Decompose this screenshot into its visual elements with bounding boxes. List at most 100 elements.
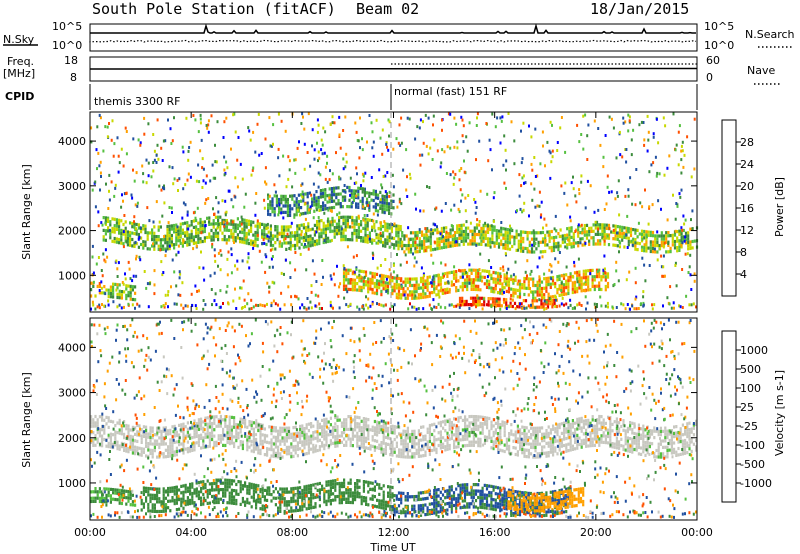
heatmap-cell (463, 299, 466, 304)
heatmap-cell (213, 248, 216, 252)
heatmap-cell (480, 230, 483, 234)
heatmap-cell (522, 299, 525, 303)
heatmap-cell (191, 442, 194, 446)
heatmap-cell (228, 428, 231, 432)
heatmap-cell (416, 243, 419, 247)
heatmap-cell (348, 198, 351, 202)
heatmap-cell (182, 187, 185, 191)
heatmap-cell (96, 421, 99, 425)
heatmap-cell (98, 427, 101, 432)
heatmap-cell (125, 152, 128, 156)
heatmap-cell (485, 279, 489, 283)
heatmap-cell (538, 305, 541, 309)
heatmap-cell (155, 161, 158, 164)
heatmap-cell (577, 228, 580, 232)
heatmap-cell (346, 225, 349, 229)
heatmap-cell (412, 237, 415, 241)
heatmap-cell (660, 254, 663, 258)
heatmap-cell (254, 237, 257, 241)
heatmap-cell (120, 293, 123, 297)
station-title: South Pole Station (fitACF) (92, 0, 336, 18)
heatmap-cell (545, 286, 548, 290)
heatmap-cell (120, 296, 123, 300)
heatmap-cell (401, 234, 404, 238)
heatmap-cell (298, 236, 301, 240)
heatmap-cell (131, 445, 134, 449)
heatmap-cell (479, 278, 482, 282)
heatmap-cell (442, 436, 445, 440)
heatmap-cell (656, 258, 659, 262)
heatmap-cell (392, 193, 395, 197)
heatmap-cell (649, 240, 652, 244)
heatmap-cell (398, 451, 401, 455)
heatmap-cell (325, 440, 328, 444)
heatmap-cell (212, 235, 215, 239)
heatmap-cell (273, 194, 276, 198)
heatmap-cell (157, 235, 160, 239)
heatmap-cell (305, 432, 308, 436)
heatmap-cell (366, 240, 369, 244)
heatmap-cell (461, 299, 464, 304)
heatmap-cell (289, 225, 292, 229)
heatmap-cell (344, 215, 347, 219)
heatmap-cell (437, 421, 440, 425)
heatmap-cell (94, 294, 97, 298)
heatmap-cell (191, 304, 194, 307)
heatmap-cell (145, 425, 148, 429)
heatmap-cell (296, 208, 299, 212)
heatmap-cell (418, 246, 421, 250)
heatmap-cell (338, 228, 341, 232)
heatmap-cell (215, 196, 218, 200)
heatmap-cell (391, 304, 394, 308)
freq-right-tick-bottom: 0 (706, 71, 713, 84)
heatmap-cell (572, 235, 575, 239)
heatmap-cell (334, 415, 337, 420)
heatmap-cell (490, 266, 493, 269)
heatmap-cell (140, 453, 143, 457)
heatmap-cell (211, 242, 214, 246)
heatmap-cell (222, 302, 224, 305)
heatmap-cell (263, 304, 266, 308)
heatmap-cell (453, 417, 456, 421)
heatmap-cell (440, 246, 443, 250)
heatmap-cell (207, 130, 210, 134)
heatmap-cell (545, 306, 548, 310)
heatmap-cell (431, 278, 434, 282)
heatmap-cell (283, 449, 286, 453)
heatmap-cell (301, 430, 304, 434)
heatmap-cell (266, 434, 269, 438)
heatmap-cell (353, 228, 356, 232)
heatmap-cell (560, 184, 563, 188)
heatmap-cell (478, 296, 481, 300)
heatmap-cell (560, 283, 563, 287)
heatmap-cell (541, 230, 545, 235)
heatmap-cell (600, 304, 603, 308)
heatmap-cell (476, 294, 479, 298)
heatmap-cell (133, 215, 136, 219)
heatmap-cell (212, 238, 215, 242)
heatmap-cell (558, 274, 561, 278)
heatmap-cell (336, 444, 339, 448)
heatmap-cell (536, 204, 539, 208)
heatmap-cell (385, 195, 388, 199)
heatmap-cell (406, 175, 408, 179)
heatmap-cell (308, 208, 311, 212)
heatmap-cell (251, 168, 254, 172)
heatmap-cell (220, 253, 223, 257)
heatmap-cell (258, 249, 261, 253)
heatmap-cell (294, 247, 297, 251)
heatmap-cell (651, 203, 654, 207)
heatmap-cell (455, 276, 458, 280)
heatmap-cell (252, 443, 255, 447)
heatmap-cell (433, 445, 436, 449)
heatmap-cell (109, 439, 112, 443)
heatmap-cell (241, 237, 244, 241)
heatmap-cell (481, 307, 484, 311)
heatmap-cell (492, 286, 495, 291)
heatmap-cell (197, 240, 200, 244)
heatmap-cell (545, 223, 548, 227)
heatmap-cell (320, 138, 323, 142)
heatmap-cell (546, 243, 549, 247)
heatmap-cell (307, 448, 310, 452)
heatmap-cell (178, 433, 181, 437)
